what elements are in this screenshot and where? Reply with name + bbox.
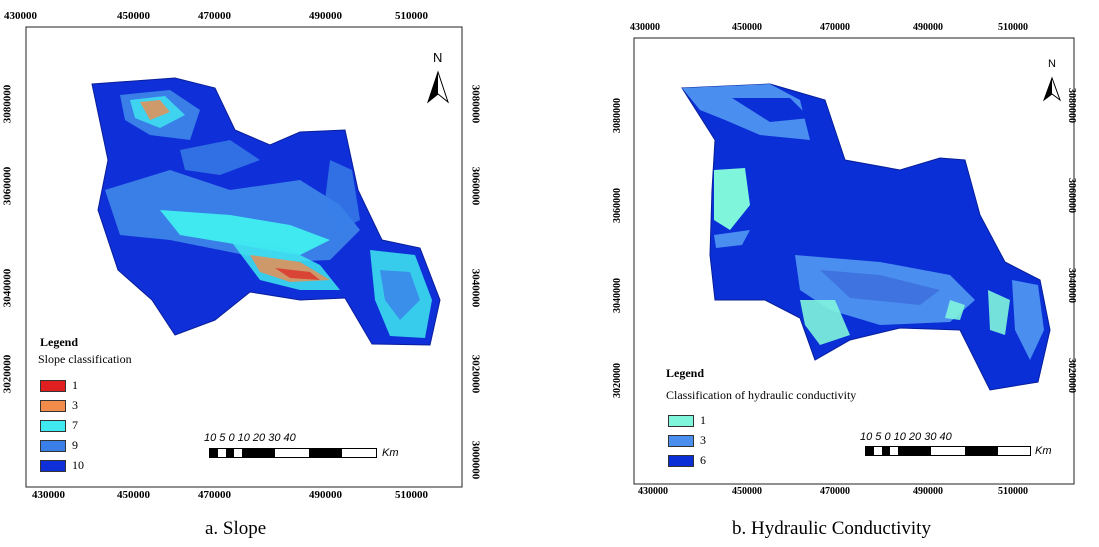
y-tick-left: 3020000 [612,363,623,398]
legend-label: 3 [700,433,706,447]
legend-swatch [40,419,66,432]
x-tick-top: 470000 [198,10,231,22]
hc-catchment-raster [681,83,1051,391]
x-tick-top: 430000 [4,10,37,22]
caption-b: b. Hydraulic Conductivity [732,518,931,539]
x-tick-top: 450000 [117,10,150,22]
legend-swatch [668,454,694,467]
y-tick-left: 3060000 [612,188,623,223]
x-tick-bottom: 510000 [395,489,428,501]
y-tick-right: 3040000 [469,268,482,308]
slope-map-frame [25,26,463,488]
x-tick-bottom: 450000 [732,486,762,497]
scale-bar [209,448,377,458]
slope-catchment-raster [91,77,441,346]
legend-label: 1 [72,378,78,392]
scale-unit: Km [382,447,399,459]
y-tick-left: 3020000 [1,354,14,394]
x-tick-bottom: 510000 [998,486,1028,497]
y-tick-left: 3040000 [1,268,14,308]
legend-swatch [40,459,66,472]
scale-bar [865,446,1031,456]
caption-a: a. Slope [205,518,267,539]
y-tick-right: 3020000 [469,354,482,394]
scale-numbers: 10 5 0 10 20 30 40 [204,432,296,444]
panel-slope-map: N 430000 450000 470000 490000 510000 430… [0,0,500,547]
legend-label: 7 [72,418,78,432]
legend-item: 7 [40,418,78,433]
legend-label: 10 [72,458,84,472]
x-tick-bottom: 490000 [913,486,943,497]
y-tick-right: 3060000 [469,166,482,206]
scale-unit: Km [1035,445,1052,457]
x-tick-bottom: 490000 [309,489,342,501]
y-tick-right: 3080000 [1066,88,1077,123]
x-tick-top: 450000 [732,22,762,33]
x-tick-bottom: 470000 [198,489,231,501]
legend-item: 3 [668,433,706,448]
legend-item: 9 [40,438,78,453]
y-tick-left: 3080000 [1,84,14,124]
x-tick-bottom: 430000 [32,489,65,501]
y-tick-right: 3000000 [469,440,482,480]
x-tick-bottom: 450000 [117,489,150,501]
y-tick-left: 3060000 [1,166,14,206]
legend-title: Legend [40,335,79,349]
y-tick-right: 3080000 [469,84,482,124]
legend-swatch [40,379,66,392]
legend-subtitle: Classification of hydraulic conductivity [666,388,857,402]
hc-map-frame [633,37,1075,485]
legend-item: 10 [40,458,84,473]
x-tick-bottom: 430000 [638,486,668,497]
legend-item: 3 [40,398,78,413]
legend-label: 9 [72,438,78,452]
legend-label: 3 [72,398,78,412]
y-tick-right: 3020000 [1066,358,1077,393]
x-tick-top: 470000 [820,22,850,33]
north-label: N [433,50,443,65]
x-tick-top: 430000 [630,22,660,33]
legend-title: Legend [666,366,705,380]
legend-item: 6 [668,453,706,468]
y-tick-right: 3040000 [1066,268,1077,303]
legend-subtitle: Slope classification [38,352,132,366]
north-label: N [1048,58,1056,70]
legend-label: 1 [700,413,706,427]
north-arrow-icon [426,70,450,104]
legend-swatch [40,399,66,412]
scale-numbers: 10 5 0 10 20 30 40 [860,431,952,443]
north-arrow-icon [1042,76,1062,102]
x-tick-top: 490000 [309,10,342,22]
x-tick-top: 490000 [913,22,943,33]
legend-item: 1 [668,413,706,428]
legend-swatch [668,414,694,427]
x-tick-top: 510000 [395,10,428,22]
x-tick-bottom: 470000 [820,486,850,497]
legend-label: 6 [700,453,706,467]
legend-swatch [40,439,66,452]
y-tick-left: 3080000 [612,98,623,133]
panel-hydraulic-conductivity-map: N 430000 450000 470000 490000 510000 430… [612,0,1099,547]
legend-item: 1 [40,378,78,393]
y-tick-right: 3060000 [1066,178,1077,213]
x-tick-top: 510000 [998,22,1028,33]
legend-swatch [668,434,694,447]
y-tick-left: 3040000 [612,278,623,313]
